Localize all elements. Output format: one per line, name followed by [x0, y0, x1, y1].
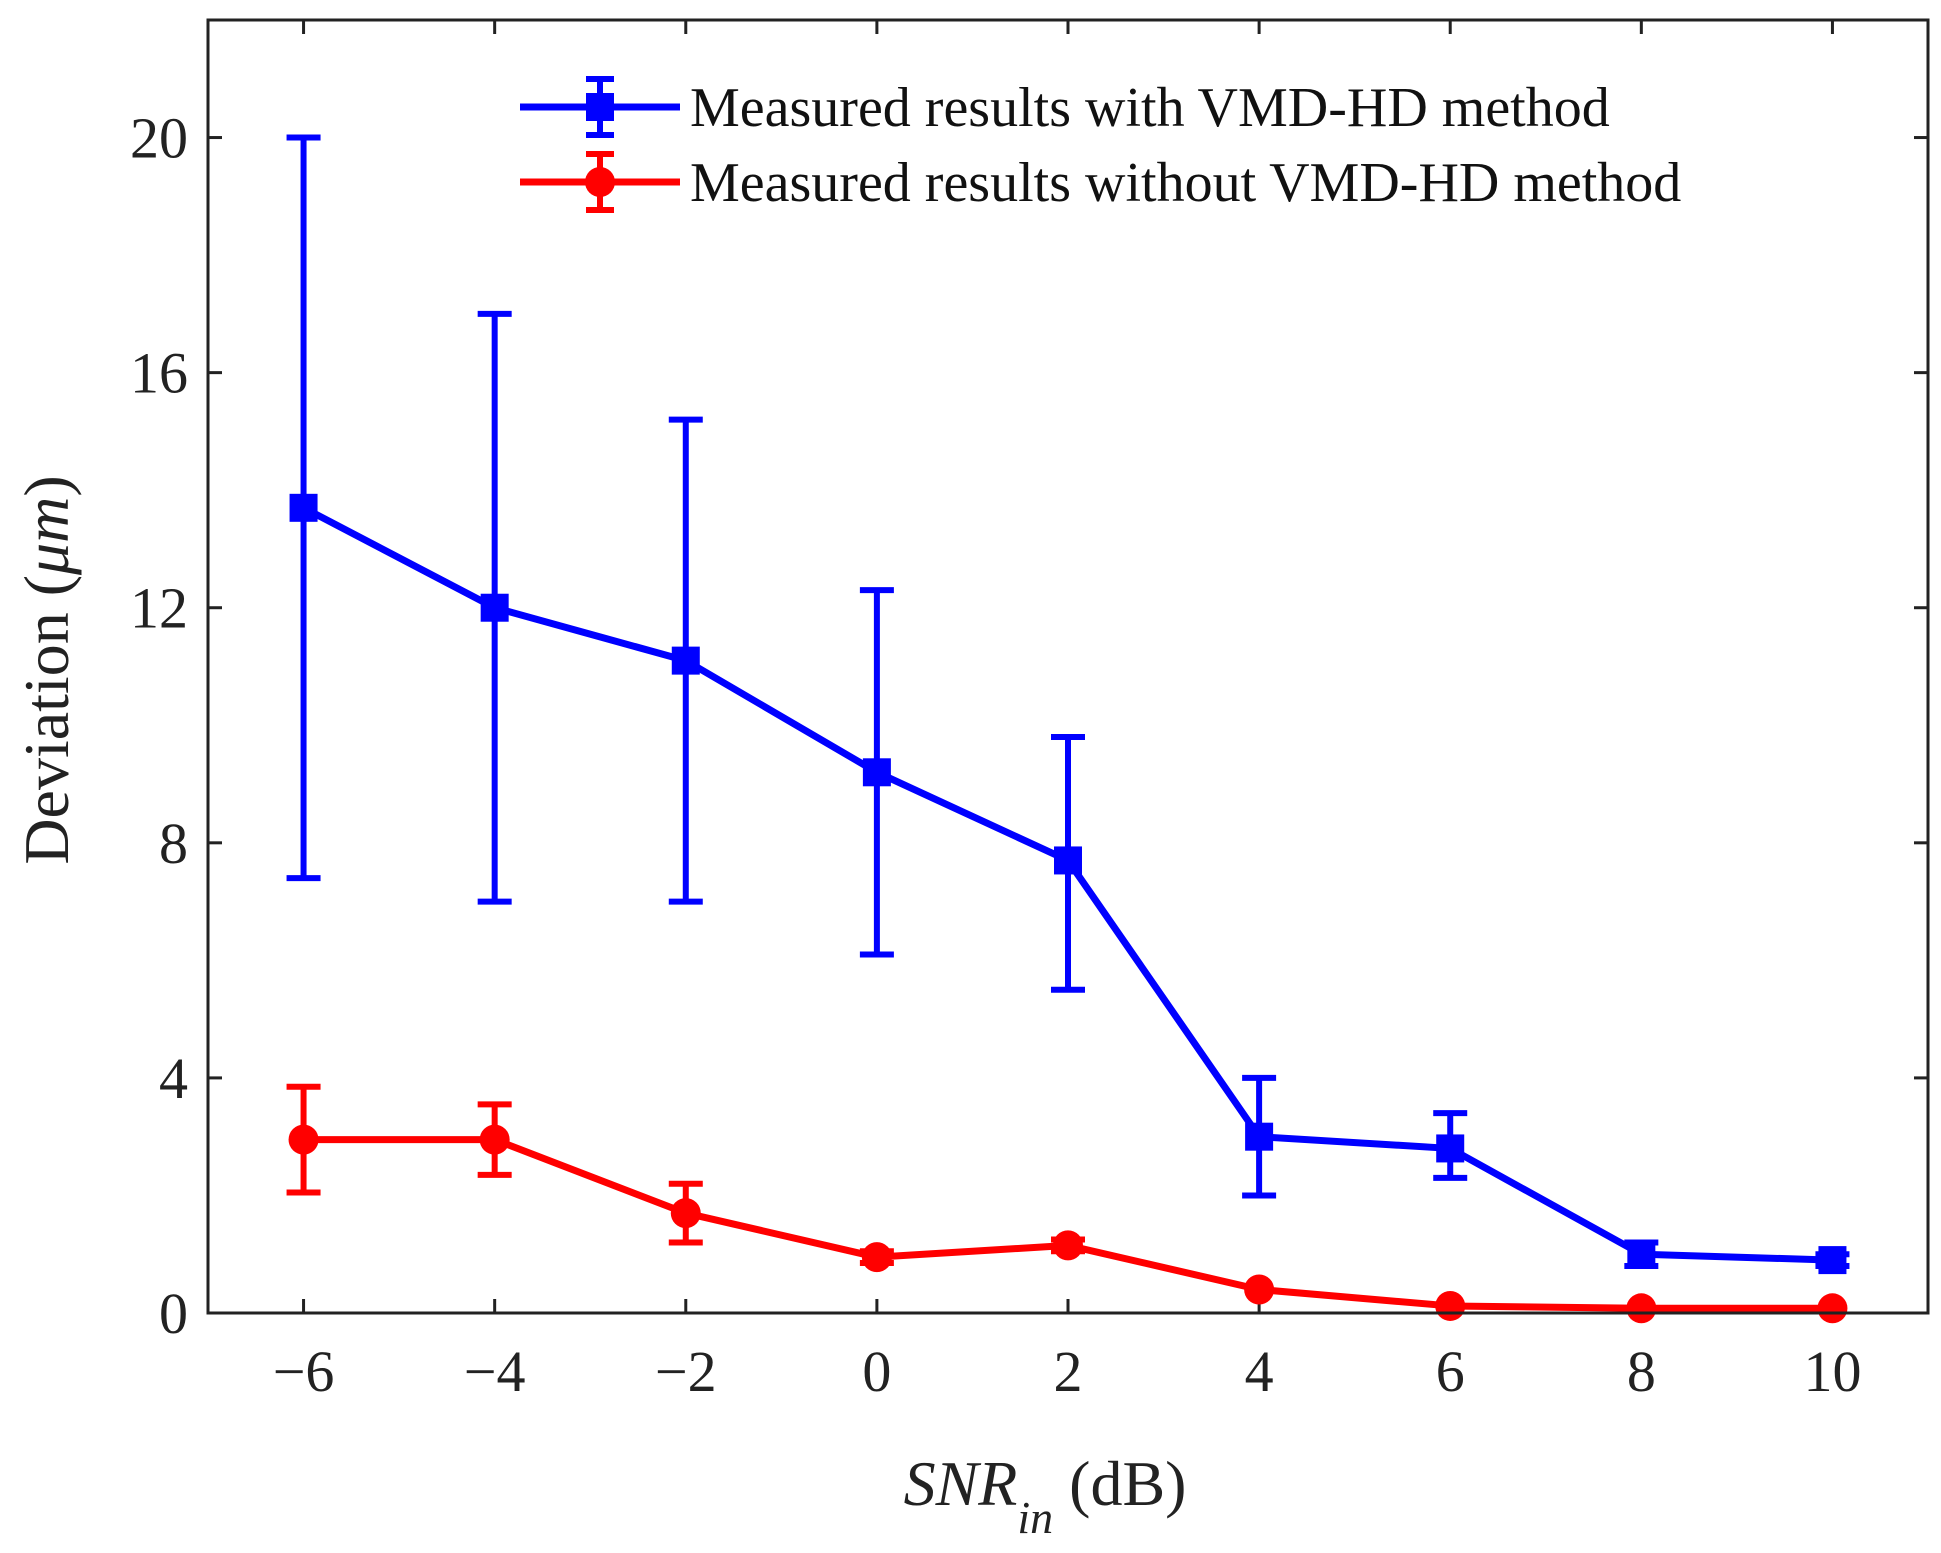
data-point-circle — [1817, 1293, 1848, 1324]
x-tick-label: −2 — [655, 1339, 717, 1404]
x-tick-label: 4 — [1245, 1339, 1274, 1404]
data-point-square — [671, 646, 700, 675]
data-point-circle — [1626, 1293, 1657, 1324]
x-tick-label: 0 — [862, 1339, 891, 1404]
y-tick-label: 4 — [159, 1046, 188, 1111]
legend-label: Measured results without VMD-HD method — [690, 152, 1681, 214]
data-point-circle — [1053, 1230, 1083, 1261]
x-axis-title-subscript: in — [1017, 1492, 1053, 1543]
x-axis-title-unit: (dB) — [1053, 1448, 1186, 1519]
legend-entry-2: Measured results without VMD-HD method — [520, 151, 1681, 214]
legend-entry-1: Measured results with VMD-HD method — [520, 76, 1610, 139]
x-tick-label: 6 — [1436, 1339, 1465, 1404]
legend-label: Measured results with VMD-HD method — [690, 77, 1610, 139]
data-point-circle — [1435, 1290, 1466, 1321]
x-tick-label: 8 — [1627, 1339, 1656, 1404]
y-axis-title-main: Deviation ( — [11, 575, 82, 865]
legend: Measured results with VMD-HD method Measu… — [520, 76, 1681, 214]
series-layer — [286, 134, 1850, 1324]
data-point-circle — [288, 1124, 319, 1155]
data-point-square — [862, 758, 891, 787]
plot-frame — [206, 18, 1930, 1315]
x-axis-title: SNRin (dB) — [904, 1448, 1187, 1543]
legend-marker-square — [586, 93, 614, 121]
series-2 — [286, 1083, 1848, 1324]
y-tick-label: 20 — [130, 106, 188, 171]
data-point-square — [289, 493, 318, 522]
legend-marker-circle — [585, 167, 615, 197]
y-axis-title: Deviation (μm) — [11, 475, 82, 864]
x-tick-label: 10 — [1803, 1339, 1861, 1404]
y-axis-title-close: ) — [11, 475, 82, 496]
x-tick-label: −6 — [273, 1339, 335, 1404]
y-axis-title-symbol: μm — [11, 497, 82, 576]
data-point-square — [1054, 846, 1082, 875]
axis-ticks: −6 −4 −2 0 2 4 6 8 10 0 4 8 12 16 20 — [130, 20, 1928, 1404]
data-point-circle — [1244, 1274, 1275, 1305]
y-tick-label: 8 — [159, 811, 188, 876]
data-point-square — [1818, 1246, 1847, 1275]
y-tick-label: 0 — [159, 1281, 188, 1346]
data-point-circle — [479, 1124, 510, 1155]
data-point-square — [480, 593, 509, 622]
y-tick-label: 16 — [130, 341, 188, 406]
series-1 — [286, 134, 1850, 1275]
data-point-square — [1245, 1122, 1274, 1151]
y-tick-label: 12 — [130, 576, 188, 641]
data-point-circle — [861, 1242, 892, 1273]
data-point-square — [1627, 1240, 1656, 1269]
data-point-square — [1436, 1134, 1465, 1163]
x-axis-title-main: SNR — [904, 1448, 1018, 1519]
x-tick-label: 2 — [1054, 1339, 1083, 1404]
x-tick-label: −4 — [464, 1339, 526, 1404]
data-point-circle — [670, 1198, 701, 1229]
